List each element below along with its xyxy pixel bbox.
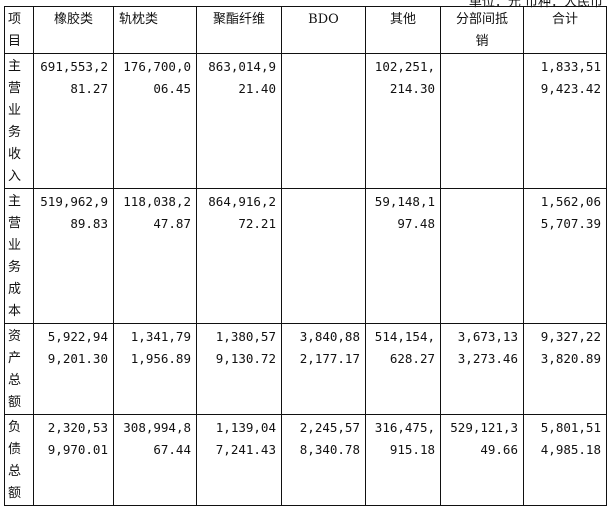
table-cell: 176,700,006.45	[113, 53, 197, 189]
row-label: 主营业务成本	[4, 188, 34, 324]
header-other: 其他	[365, 6, 441, 54]
table-cell: 118,038,247.87	[113, 188, 197, 324]
row-label: 主营业务收入	[4, 53, 34, 189]
table-cell	[281, 53, 366, 189]
header-bdo: BDO	[281, 6, 366, 54]
table-cell: 1,380,579,130.72	[196, 323, 282, 415]
row-label: 负债总额	[4, 414, 34, 506]
header-item: 项目	[4, 6, 34, 54]
header-rubber: 橡胶类	[33, 6, 114, 54]
table-cell: 3,840,882,177.17	[281, 323, 366, 415]
table-cell: 864,916,272.21	[196, 188, 282, 324]
table-cell: 59,148,197.48	[365, 188, 441, 324]
table-row: 主营业务收入 691,553,281.27 176,700,006.45 863,01…	[4, 53, 607, 189]
table-cell: 3,673,133,273.46	[440, 323, 524, 415]
row-label: 资产总额	[4, 323, 34, 415]
table-row: 负债总额 2,320,539,970.01 308,994,867.44 1,139,…	[4, 414, 607, 506]
table-cell	[281, 188, 366, 324]
table-cell: 9,327,223,820.89	[523, 323, 607, 415]
table-cell: 5,922,949,201.30	[33, 323, 114, 415]
header-elimination: 分部间抵销	[440, 6, 524, 54]
table-row: 资产总额 5,922,949,201.30 1,341,791,956.89 1,38…	[4, 323, 607, 415]
table-cell: 863,014,921.40	[196, 53, 282, 189]
header-total: 合计	[523, 6, 607, 54]
table-cell: 1,562,065,707.39	[523, 188, 607, 324]
table-cell: 514,154,628.27	[365, 323, 441, 415]
table-cell: 1,833,519,423.42	[523, 53, 607, 189]
table-cell: 691,553,281.27	[33, 53, 114, 189]
table-cell: 1,139,047,241.43	[196, 414, 282, 506]
table-cell: 102,251,214.30	[365, 53, 441, 189]
header-sleeper: 轨枕类	[113, 6, 197, 54]
table-cell: 5,801,514,985.18	[523, 414, 607, 506]
table-cell	[440, 188, 524, 324]
table-cell: 316,475,915.18	[365, 414, 441, 506]
table-cell: 2,320,539,970.01	[33, 414, 114, 506]
header-row: 项目 橡胶类 轨枕类 聚酯纤维 BDO 其他 分部间抵销 合计	[4, 6, 607, 54]
unit-note: 单位：元 币种：人民币	[468, 0, 603, 10]
table-cell: 519,962,989.83	[33, 188, 114, 324]
table-cell: 308,994,867.44	[113, 414, 197, 506]
table-cell: 1,341,791,956.89	[113, 323, 197, 415]
table-cell: 529,121,349.66	[440, 414, 524, 506]
table-cell	[440, 53, 524, 189]
header-polyester: 聚酯纤维	[196, 6, 282, 54]
table-cell: 2,245,578,340.78	[281, 414, 366, 506]
table-row: 主营业务成本 519,962,989.83 118,038,247.87 864,91…	[4, 188, 607, 324]
segment-table: 项目 橡胶类 轨枕类 聚酯纤维 BDO 其他 分部间抵销 合计 主营业务收入 69…	[4, 6, 607, 506]
